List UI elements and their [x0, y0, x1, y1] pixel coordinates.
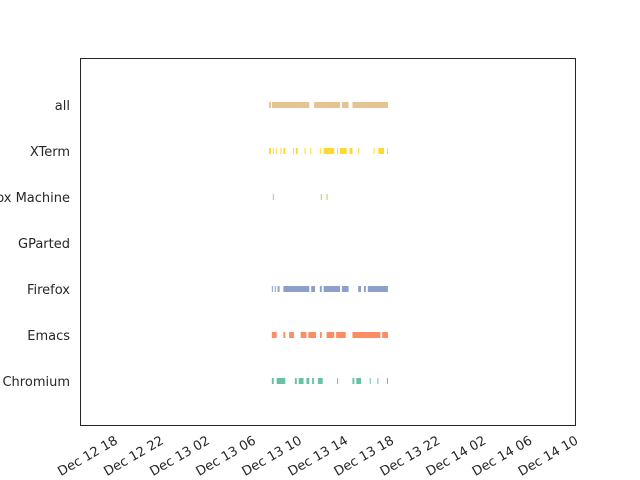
activity-bar	[386, 378, 388, 384]
activity-bar	[319, 286, 322, 292]
category-label: Firefox	[27, 283, 70, 298]
activity-bar	[289, 332, 294, 338]
category-label: all	[55, 99, 70, 114]
activity-bar	[271, 286, 273, 292]
category-label: VirtualBox Machine	[0, 191, 70, 206]
activity-bar	[341, 286, 349, 292]
activity-bar	[268, 148, 271, 154]
activity-bar	[312, 378, 315, 384]
activity-bar	[277, 286, 280, 292]
activity-bar	[314, 102, 340, 108]
category-label: XTerm	[30, 145, 70, 160]
activity-bar	[382, 332, 388, 338]
activity-bar	[339, 148, 347, 154]
activity-bar	[294, 378, 297, 384]
category-label: GParted	[18, 237, 70, 252]
activity-bar	[326, 194, 328, 200]
activity-bar	[326, 332, 335, 338]
activity-bar	[378, 148, 385, 154]
category-label: Chromium	[2, 375, 70, 390]
activity-bar	[363, 286, 366, 292]
activity-bar	[358, 286, 362, 292]
activity-bar	[271, 332, 277, 338]
activity-bar	[292, 148, 294, 154]
activity-bar	[323, 286, 340, 292]
activity-bar	[356, 378, 362, 384]
activity-bar	[386, 148, 388, 154]
activity-bar	[369, 378, 371, 384]
activity-bar	[306, 378, 310, 384]
activity-bar	[271, 378, 274, 384]
activity-bar	[317, 378, 323, 384]
activity-bar	[336, 332, 346, 338]
plot-frame	[80, 58, 576, 426]
activity-bar	[276, 378, 286, 384]
activity-bar	[311, 286, 316, 292]
activity-bar	[319, 332, 322, 338]
activity-bar	[373, 148, 375, 154]
activity-bar	[341, 102, 349, 108]
activity-bar	[274, 286, 276, 292]
activity-bar	[358, 148, 360, 154]
activity-bar	[349, 148, 353, 154]
activity-bar	[271, 102, 310, 108]
activity-bar	[323, 148, 335, 154]
category-label: Emacs	[27, 329, 70, 344]
activity-bar	[272, 194, 274, 200]
category-labels: Chromium Emacs Firefox GParted VirtualBox Ma…	[0, 99, 70, 390]
activity-bar	[283, 148, 286, 154]
activity-bar	[337, 378, 339, 384]
activity-bar	[295, 148, 298, 154]
activity-bar	[352, 378, 355, 384]
activity-bar	[272, 148, 274, 154]
activity-bars	[268, 102, 388, 384]
activity-bar	[283, 286, 310, 292]
activity-bar	[367, 286, 388, 292]
activity-bar	[308, 332, 316, 338]
activity-bar	[352, 332, 381, 338]
activity-bar	[319, 148, 321, 154]
activity-bar	[280, 148, 282, 154]
activity-bar	[298, 378, 304, 384]
activity-bar	[320, 194, 322, 200]
activity-bar	[337, 148, 339, 154]
activity-bar	[275, 148, 277, 154]
activity-bar	[300, 332, 307, 338]
activity-bar	[304, 148, 306, 154]
activity-bar	[283, 332, 286, 338]
activity-bar	[352, 102, 388, 108]
activity-bar	[377, 378, 379, 384]
activity-bar	[310, 148, 312, 154]
activity-bar	[268, 102, 271, 108]
